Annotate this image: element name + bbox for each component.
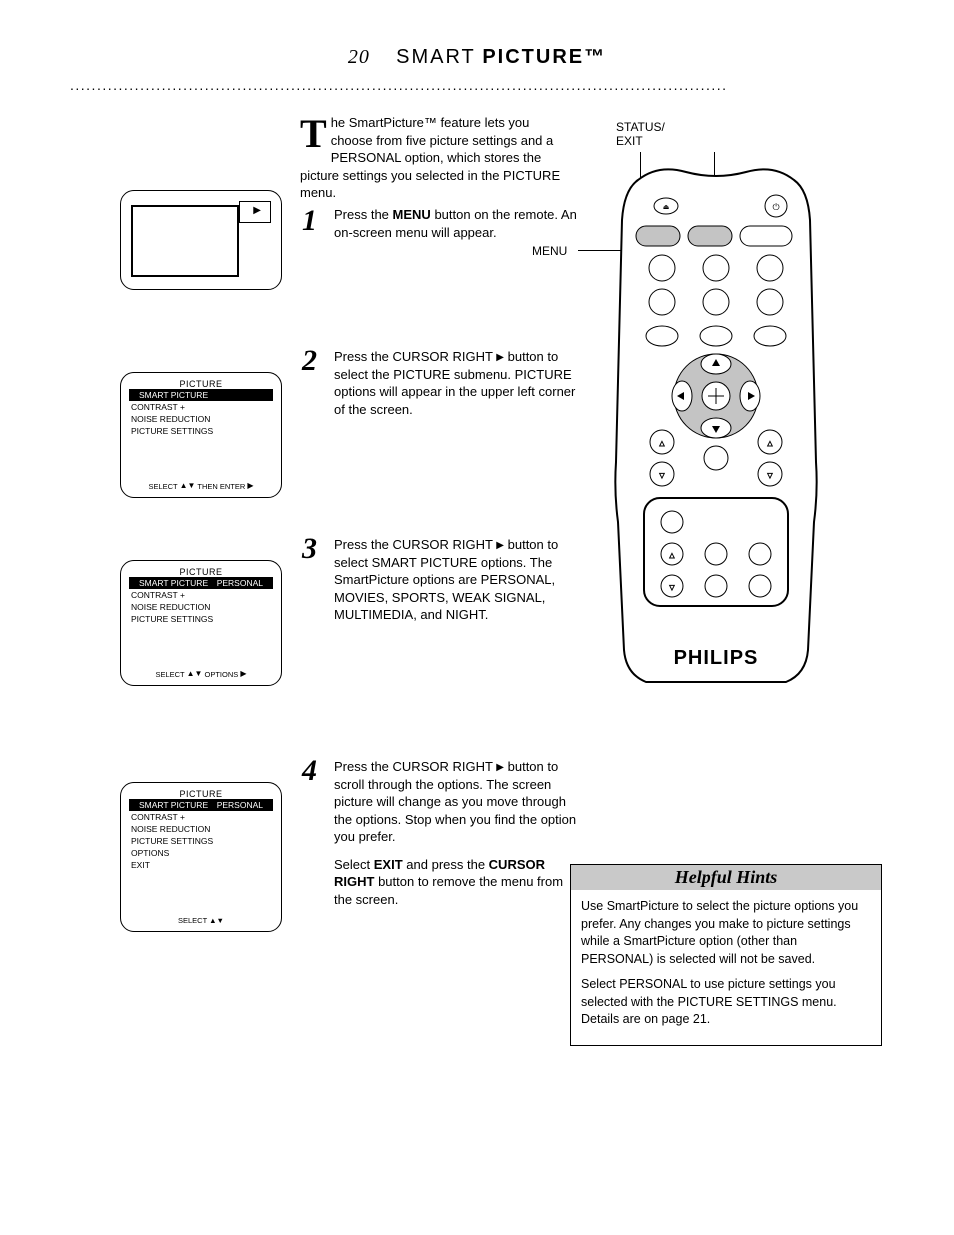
step-2-number: 2 xyxy=(302,344,317,378)
osd2-line: NOISE REDUCTION xyxy=(121,413,281,425)
right-icon: ▶ xyxy=(240,669,246,678)
page-title: 20 SMART PICTURE™ xyxy=(70,46,884,69)
updown-icon: ▲▼ xyxy=(180,481,196,490)
helpful-hints-box: Helpful Hints Use SmartPicture to select… xyxy=(570,864,882,1046)
svg-text:▼: ▼ xyxy=(668,583,676,592)
osd2-line: CONTRAST + xyxy=(121,401,281,413)
osd2-header: PICTURE xyxy=(121,373,281,389)
svg-text:▲: ▲ xyxy=(658,439,666,448)
svg-text:▲: ▲ xyxy=(668,551,676,560)
tips-p1: Use SmartPicture to select the picture o… xyxy=(581,898,871,968)
osd4-header: PICTURE xyxy=(121,783,281,799)
callout-menu: MENU xyxy=(532,244,567,258)
osd3-footer: SELECT ▲▼ OPTIONS ▶ xyxy=(121,669,281,679)
osd4-line: CONTRAST + xyxy=(121,811,281,823)
brand-logo: PHILIPS xyxy=(608,647,824,670)
osd-preview-4: PICTURE SMART PICTURE PERSONAL CONTRAST … xyxy=(120,782,282,932)
callout-status-exit: STATUS/ EXIT xyxy=(616,120,665,148)
osd4-line: PICTURE SETTINGS xyxy=(121,835,281,847)
osd1-mainrect xyxy=(131,205,239,277)
dropcap: T xyxy=(300,114,331,150)
step-1-number: 1 xyxy=(302,204,317,238)
osd2-hilite: SMART PICTURE xyxy=(129,389,273,401)
right-arrow-icon: ▶ xyxy=(496,352,504,363)
intro-paragraph: T he SmartPicture™ feature lets you choo… xyxy=(300,114,570,202)
osd2-footer: SELECT ▲▼ THEN ENTER ▶ xyxy=(121,481,281,491)
osd3-header: PICTURE xyxy=(121,561,281,577)
osd4-footer: SELECT ▲▼ xyxy=(121,916,281,925)
step-3-number: 3 xyxy=(302,532,317,566)
osd-preview-3: PICTURE SMART PICTURE PERSONAL CONTRAST … xyxy=(120,560,282,686)
tips-p2: Select PERSONAL to use picture settings … xyxy=(581,976,871,1029)
updown-icon: ▲▼ xyxy=(187,669,203,678)
tips-body: Use SmartPicture to select the picture o… xyxy=(571,890,881,1045)
svg-text:⏏: ⏏ xyxy=(663,204,670,211)
svg-text:▼: ▼ xyxy=(766,471,774,480)
osd4-line: OPTIONS xyxy=(121,847,281,859)
right-icon: ▶ xyxy=(247,481,253,490)
svg-text:▲: ▲ xyxy=(766,439,774,448)
osd3-line: PICTURE SETTINGS xyxy=(121,613,281,625)
osd2-line: PICTURE SETTINGS xyxy=(121,425,281,437)
remote-control: ⏏ ⏻ xyxy=(608,162,824,692)
osd3-line: CONTRAST + xyxy=(121,589,281,601)
intro-text: he SmartPicture™ feature lets you choose… xyxy=(300,115,560,200)
osd4-line: EXIT xyxy=(121,859,281,871)
step-1: Press the MENU button on the remote. An … xyxy=(334,206,584,241)
osd4-line: NOISE REDUCTION xyxy=(121,823,281,835)
tips-title: Helpful Hints xyxy=(571,865,881,890)
right-arrow-icon: ▶ xyxy=(496,762,504,773)
step-2: Press the CURSOR RIGHT ▶ button to selec… xyxy=(334,348,584,418)
play-icon: ▶ xyxy=(253,205,261,216)
step-4-number: 4 xyxy=(302,754,317,788)
title-bold: PICTURE™ xyxy=(482,46,606,68)
title-light: SMART xyxy=(396,46,476,68)
page-number: 20 xyxy=(348,46,370,68)
step-4: Press the CURSOR RIGHT ▶ button to scrol… xyxy=(334,758,584,908)
svg-text:▼: ▼ xyxy=(658,471,666,480)
right-arrow-icon: ▶ xyxy=(496,540,504,551)
osd-preview-2: PICTURE SMART PICTURE CONTRAST + NOISE R… xyxy=(120,372,282,498)
osd3-hilite: SMART PICTURE PERSONAL xyxy=(129,577,273,589)
osd3-line: NOISE REDUCTION xyxy=(121,601,281,613)
osd-preview-1: ▶ xyxy=(120,190,282,290)
svg-text:⏻: ⏻ xyxy=(772,202,779,212)
step-3: Press the CURSOR RIGHT ▶ button to selec… xyxy=(334,536,584,624)
osd4-hilite: SMART PICTURE PERSONAL xyxy=(129,799,273,811)
dotted-rule: ........................................… xyxy=(70,77,884,93)
